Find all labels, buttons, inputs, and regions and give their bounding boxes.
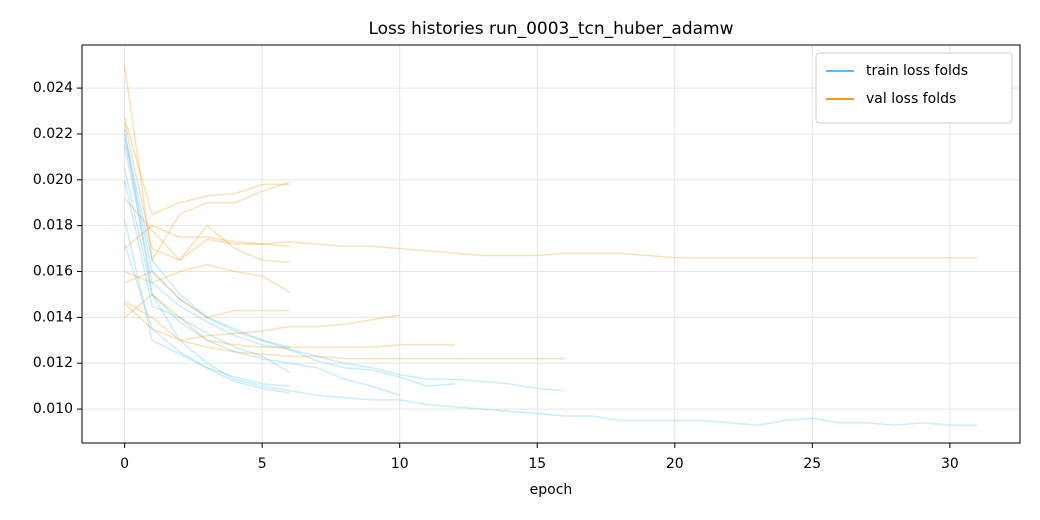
loss-line — [123, 129, 978, 426]
legend-label: train loss folds — [866, 63, 968, 79]
loss-line — [123, 138, 565, 392]
grid — [82, 45, 1020, 443]
y-tick-label: 0.010 — [33, 401, 73, 417]
loss-line — [124, 300, 565, 360]
loss-line — [123, 179, 291, 374]
y-tick-label: 0.016 — [33, 264, 73, 280]
legend-box — [815, 52, 1013, 124]
legend: train loss folds val loss folds — [815, 52, 1013, 124]
loss-line — [124, 263, 291, 293]
plot-lines — [123, 65, 978, 426]
loss-line — [123, 218, 290, 387]
loss-line — [123, 117, 290, 216]
loss-line — [124, 293, 455, 348]
loss-line — [124, 224, 978, 259]
loss-line — [123, 65, 290, 263]
x-tick-label: 5 — [258, 456, 267, 472]
x-tick-label: 15 — [528, 456, 546, 472]
x-tick-label: 30 — [941, 456, 959, 472]
y-tick-label: 0.020 — [33, 172, 73, 188]
plot-frame — [81, 44, 1021, 444]
y-tick-label: 0.014 — [33, 309, 73, 325]
y-tick-label: 0.024 — [33, 80, 73, 96]
x-tick-label: 25 — [803, 456, 821, 472]
x-tick-label: 10 — [391, 456, 409, 472]
x-tick-label: 0 — [120, 456, 129, 472]
x-tick-label: 20 — [666, 456, 684, 472]
y-tick-label: 0.022 — [33, 126, 73, 142]
y-tick-label: 0.012 — [33, 355, 73, 371]
ticks: 0 5 10 15 20 25 30 0.010 0.012 0.014 0.016 0.018 0.0… — [33, 80, 959, 472]
x-axis-label: epoch — [530, 482, 573, 498]
loss-line — [123, 168, 400, 397]
loss-line — [124, 197, 290, 262]
loss-line — [124, 270, 290, 319]
loss-line — [123, 243, 290, 394]
loss-line — [123, 145, 455, 387]
loss-line — [123, 133, 290, 348]
loss-line — [123, 122, 290, 264]
legend-label: val loss folds — [866, 91, 956, 107]
chart-title: Loss histories run_0003_tcn_huber_adamw — [368, 19, 733, 39]
y-tick-label: 0.018 — [33, 218, 73, 234]
loss-line — [124, 303, 400, 342]
